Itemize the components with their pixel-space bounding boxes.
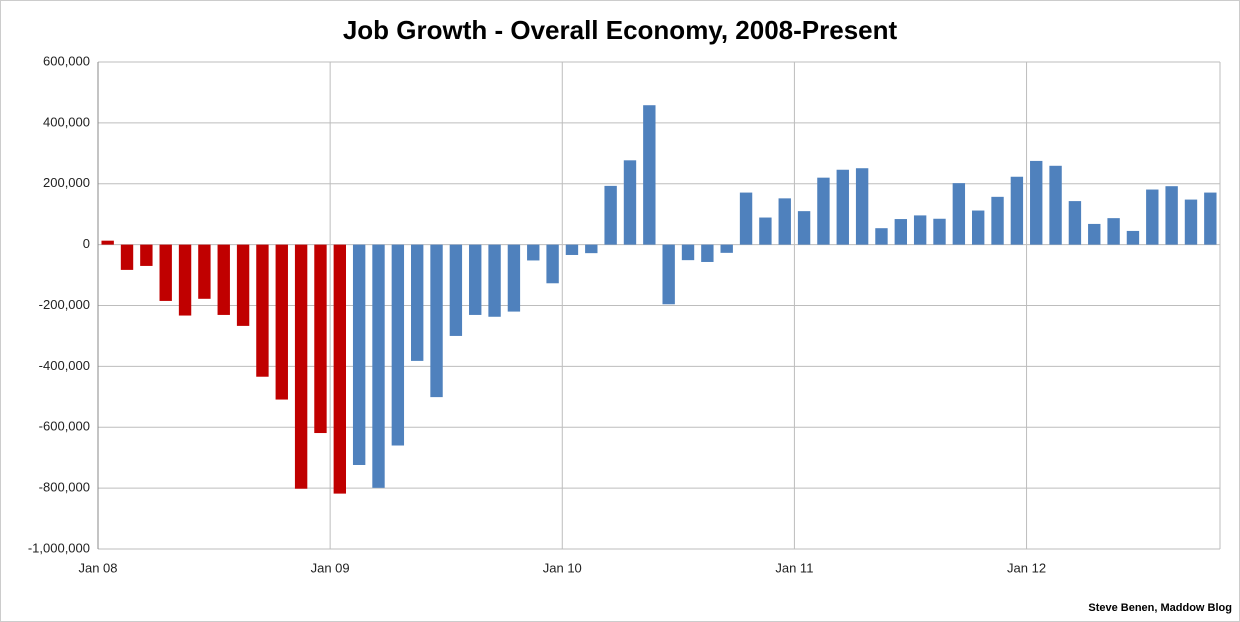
- bar: [623, 160, 637, 245]
- bar: [469, 244, 482, 315]
- bar: [198, 244, 211, 299]
- bar: [294, 244, 308, 489]
- bar: [391, 244, 405, 446]
- bar: [720, 244, 733, 253]
- bar: [236, 244, 250, 326]
- bar: [836, 169, 849, 245]
- bar: [527, 244, 540, 261]
- bar: [759, 217, 772, 245]
- y-tick-label: 600,000: [43, 53, 90, 68]
- y-tick-label: -400,000: [39, 358, 90, 373]
- bar: [352, 244, 366, 465]
- bar: [1146, 189, 1159, 245]
- bar: [140, 244, 153, 266]
- bar: [488, 244, 501, 317]
- bar: [1088, 223, 1101, 245]
- bar: [507, 244, 521, 312]
- bar: [855, 168, 869, 245]
- x-tick-label: Jan 10: [543, 560, 582, 575]
- bar: [817, 177, 830, 245]
- y-tick-label: -800,000: [39, 480, 90, 495]
- bar: [585, 244, 598, 254]
- y-tick-label: -600,000: [39, 419, 90, 434]
- bar: [178, 244, 192, 316]
- bar: [1184, 199, 1198, 245]
- source: Steve Benen, Maddow Blog: [1088, 602, 1232, 614]
- bar: [1049, 165, 1062, 245]
- bar: [430, 244, 443, 398]
- chart-title: Job Growth - Overall Economy, 2008-Prese…: [343, 15, 898, 45]
- bar: [662, 244, 675, 305]
- bar: [565, 244, 579, 255]
- bar: [875, 228, 888, 245]
- bar: [120, 244, 134, 270]
- bar: [991, 196, 1004, 245]
- y-tick-label: -1,000,000: [28, 540, 90, 555]
- bar: [410, 244, 424, 361]
- bar: [933, 218, 946, 245]
- bar: [275, 244, 288, 400]
- bar: [159, 244, 172, 301]
- bar: [1204, 192, 1217, 245]
- bar: [797, 211, 811, 245]
- y-tick-label: 200,000: [43, 175, 90, 190]
- bar: [971, 210, 985, 245]
- bar: [314, 244, 327, 434]
- bar: [739, 192, 753, 245]
- bar: [101, 240, 114, 245]
- bar: [449, 244, 463, 336]
- bar: [894, 219, 908, 245]
- y-tick-label: -200,000: [39, 297, 90, 312]
- bar: [604, 185, 617, 245]
- bar: [778, 198, 791, 245]
- bar: [1030, 160, 1043, 245]
- bar: [1107, 218, 1120, 245]
- x-tick-label: Jan 08: [78, 560, 117, 575]
- y-tick-label: 400,000: [43, 114, 90, 129]
- y-tick-label: 0: [83, 236, 90, 251]
- x-tick-label: Jan 12: [1007, 560, 1046, 575]
- bar: [913, 215, 927, 245]
- bar: [546, 244, 559, 284]
- bar: [1126, 230, 1140, 245]
- x-tick-label: Jan 11: [775, 560, 813, 575]
- bar: [1165, 186, 1178, 245]
- bar: [952, 183, 966, 245]
- bar: [333, 244, 347, 494]
- x-tick-label: Jan 09: [311, 560, 350, 575]
- bar: [372, 244, 385, 488]
- bar: [681, 244, 695, 261]
- bar: [643, 105, 656, 245]
- bar: [217, 244, 230, 315]
- bar: [1068, 201, 1082, 245]
- bar: [701, 244, 714, 262]
- bar: [256, 244, 269, 377]
- bar: [1010, 176, 1024, 245]
